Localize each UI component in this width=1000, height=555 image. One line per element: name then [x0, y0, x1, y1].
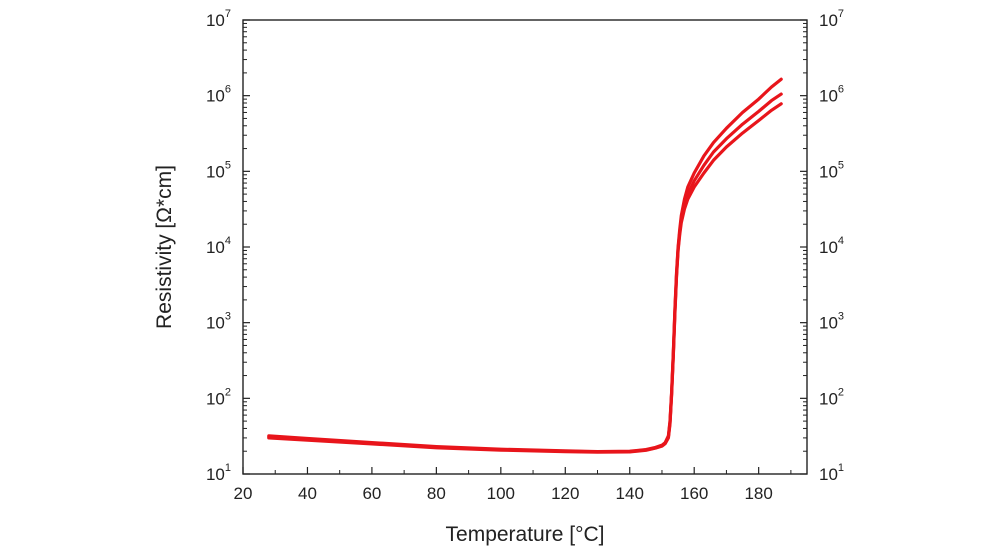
x-axis-label: Temperature [°C]: [446, 523, 605, 546]
series-line-2: [267, 92, 783, 454]
y-tick-label-right: 101: [819, 462, 844, 484]
y-tick-label-left: 107: [206, 8, 231, 30]
y-tick-label-right: 107: [819, 8, 844, 30]
x-tick-label-100: 100: [487, 484, 515, 503]
y-tick-label-right: 103: [819, 311, 844, 333]
y-tick-label-left: 103: [206, 311, 231, 333]
y-tick-label-left: 105: [206, 159, 231, 181]
y-tick-label-right: 102: [819, 386, 844, 408]
x-axis: 20 40 60 80 100 120 140 160 180: [234, 467, 792, 503]
x-tick-label-40: 40: [298, 484, 317, 503]
y-tick-label-right: 105: [819, 159, 844, 181]
y-tick-label-left: 102: [206, 386, 231, 408]
series-line-1: [267, 77, 783, 454]
x-tick-label-180: 180: [744, 484, 772, 503]
x-tick-label-60: 60: [362, 484, 381, 503]
x-tick-label-160: 160: [680, 484, 708, 503]
y-axis-label: Resistivity [Ω*cm]: [153, 165, 176, 329]
plot-frame: [242, 19, 808, 475]
x-tick-label-120: 120: [551, 484, 579, 503]
y-tick-label-right: 104: [819, 235, 844, 257]
y-tick-label-left: 106: [206, 84, 231, 106]
y-tick-label-left: 101: [206, 462, 231, 484]
y-axis-left: 101 102 103 104 105 106 107: [206, 8, 250, 484]
series-line-3: [267, 102, 783, 454]
series-layer: [267, 77, 783, 454]
x-tick-label-80: 80: [427, 484, 446, 503]
x-tick-label-20: 20: [234, 484, 253, 503]
y-tick-label-right: 106: [819, 84, 844, 106]
x-tick-label-140: 140: [616, 484, 644, 503]
y-tick-label-left: 104: [206, 235, 231, 257]
y-axis-right: 101 102 103 104 105 106 107: [800, 8, 844, 484]
